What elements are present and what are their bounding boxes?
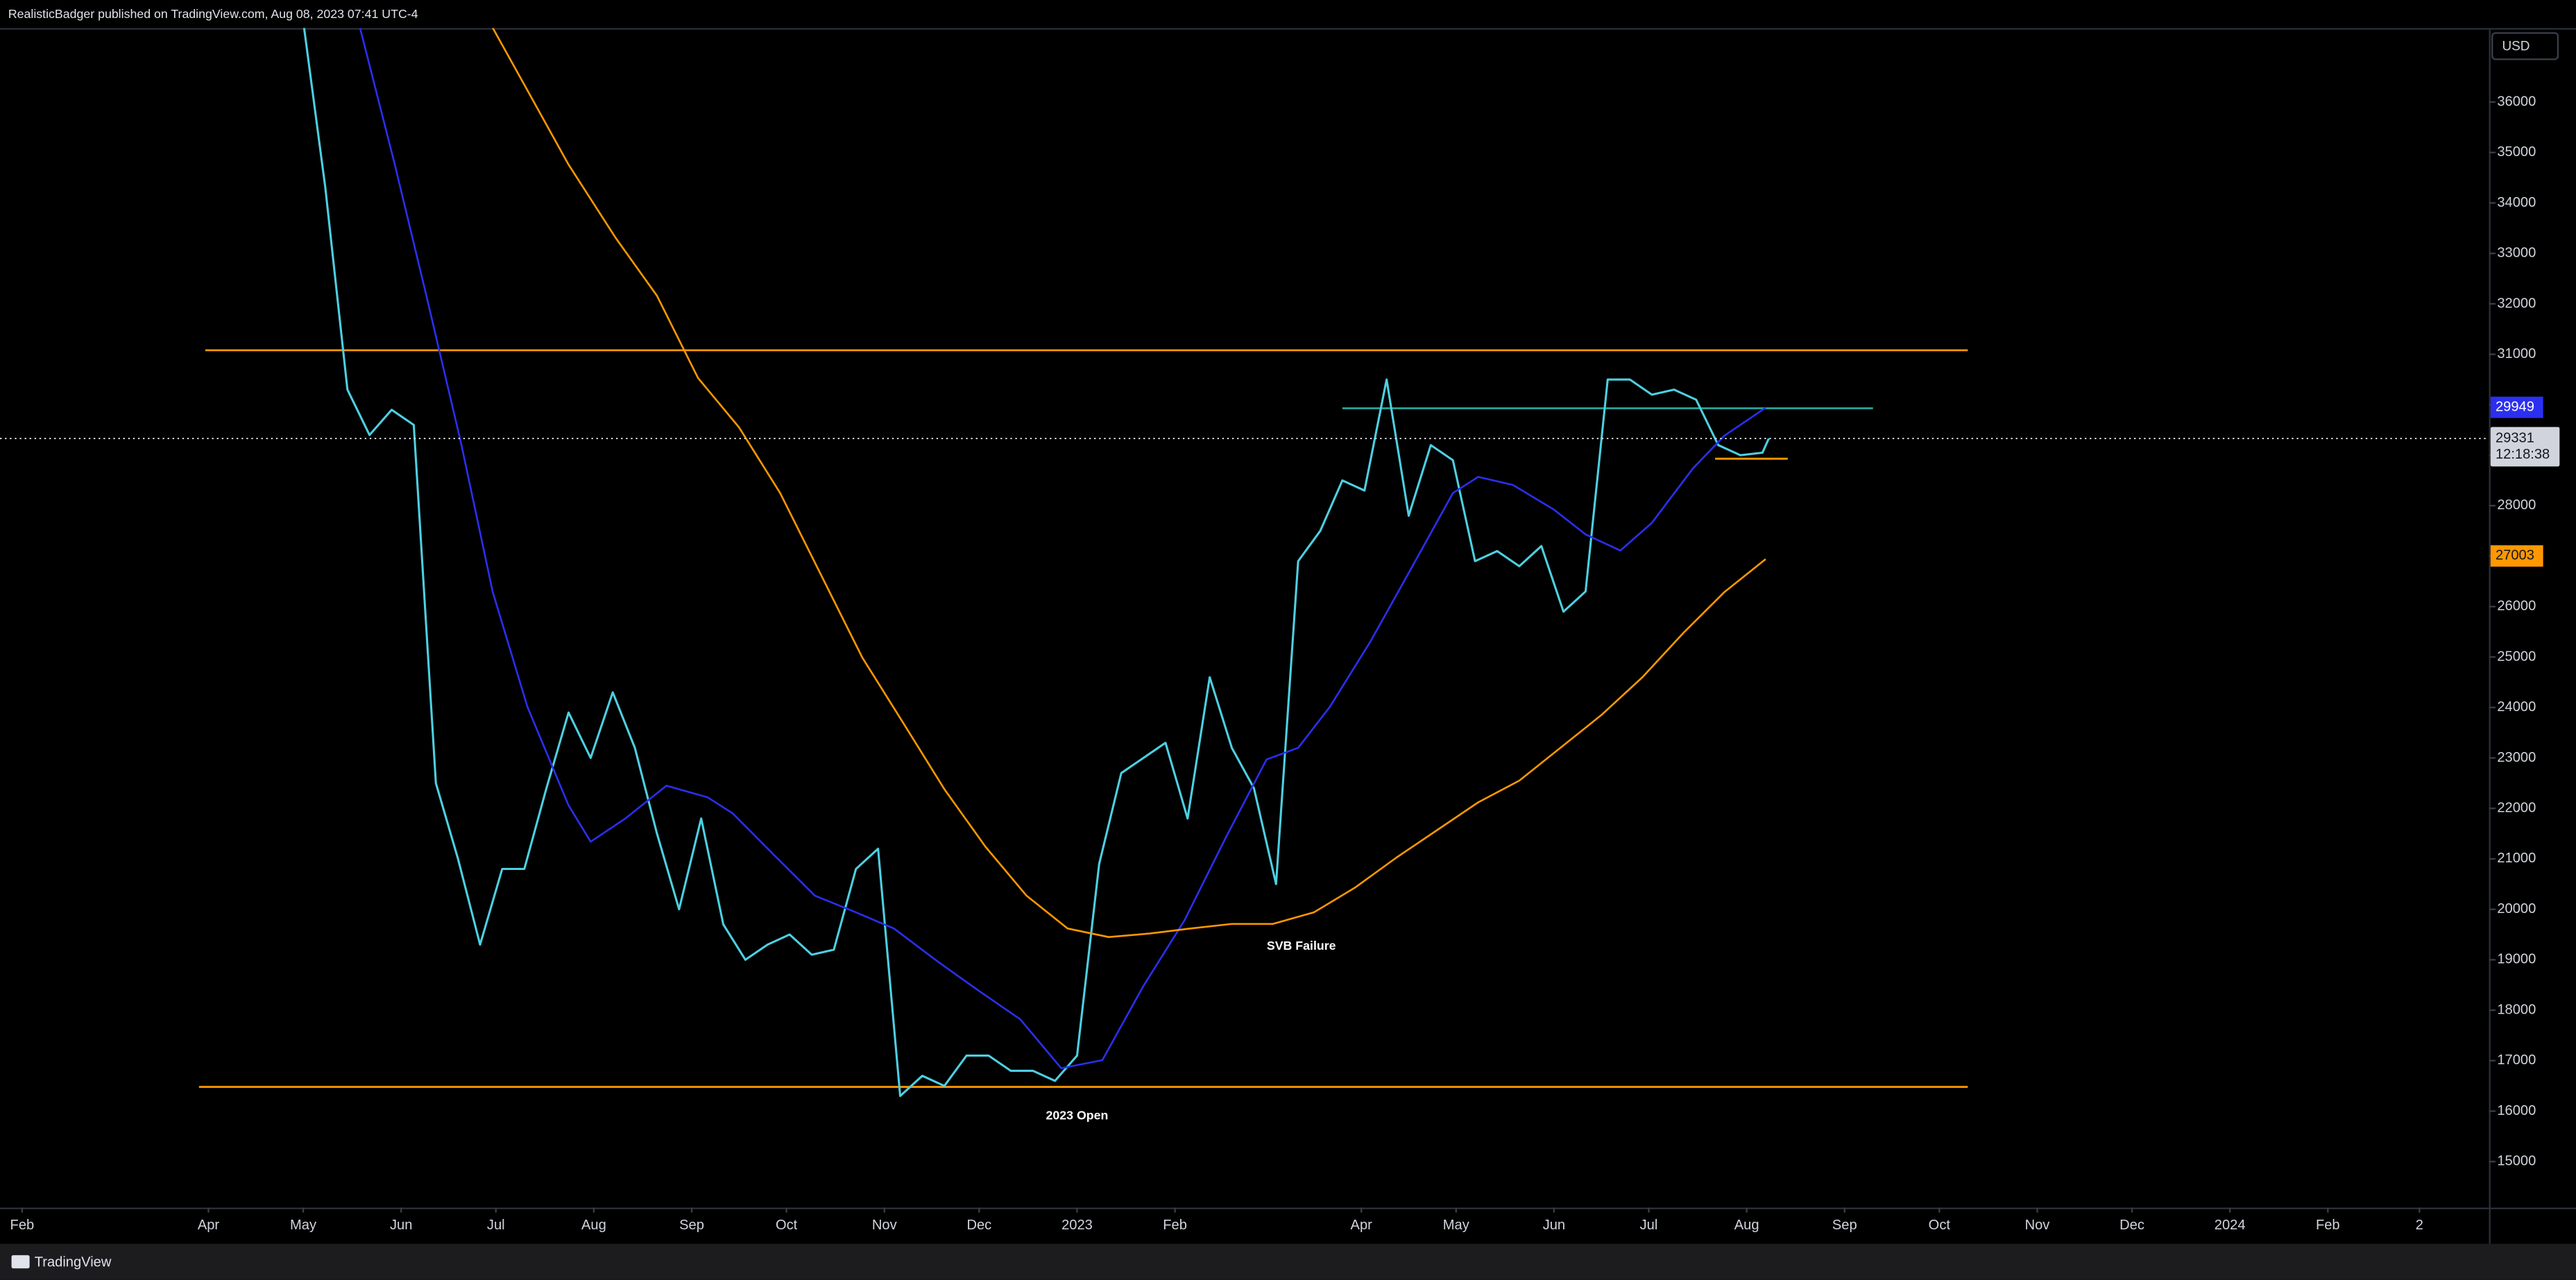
y-tick-label: 36000	[2497, 94, 2536, 109]
y-tick-label: 24000	[2497, 699, 2536, 715]
y-tick-label: 25000	[2497, 649, 2536, 664]
y-tick-label: 31000	[2497, 346, 2536, 361]
x-tick-label: Oct	[776, 1218, 798, 1233]
x-tick-label: Sep	[679, 1218, 704, 1233]
y-tick-label: 20000	[2497, 901, 2536, 916]
y-tick-label: 15000	[2497, 1154, 2536, 1169]
y-tick-label: 35000	[2497, 144, 2536, 160]
footer-bar	[0, 1243, 2576, 1280]
last-price-box	[2490, 427, 2560, 467]
price-line	[359, 28, 1766, 1070]
x-tick-label: Jun	[1543, 1218, 1565, 1233]
currency: USD	[2502, 40, 2530, 54]
x-tick-label: 2	[2416, 1218, 2423, 1233]
y-tick-label: 21000	[2497, 851, 2536, 866]
publish-info: RealisticBadger published on TradingView…	[8, 7, 418, 21]
x-tick-label: Feb	[2316, 1218, 2340, 1233]
x-tick-label: Jun	[390, 1218, 412, 1233]
x-tick-label: Nov	[872, 1218, 897, 1233]
y-tick-label: 22000	[2497, 801, 2536, 816]
plot-area	[198, 28, 1968, 1098]
x-tick-label: May	[1443, 1218, 1470, 1233]
annotation: 2023 Open	[1046, 1109, 1109, 1123]
annotation: SVB Failure	[1267, 939, 1336, 953]
price-label: 29949	[2496, 399, 2534, 414]
last-price-label: 29331	[2496, 430, 2534, 445]
x-tick-label: Apr	[198, 1218, 220, 1233]
x-tick-label: Feb	[1163, 1218, 1187, 1233]
x-tick-label: Apr	[1351, 1218, 1373, 1233]
price-label: 27003	[2496, 548, 2534, 563]
y-tick-label: 23000	[2497, 750, 2536, 765]
x-tick-label: 2024	[2215, 1218, 2246, 1233]
price-label-box	[2490, 545, 2543, 567]
y-tick-label: 19000	[2497, 952, 2536, 967]
x-tick-label: Aug	[581, 1218, 606, 1233]
price-line	[492, 28, 1766, 938]
x-tick-label: Jul	[1640, 1218, 1658, 1233]
x-tick-label: Dec	[2119, 1218, 2144, 1233]
x-tick-label: Sep	[1832, 1218, 1857, 1233]
price-line	[302, 28, 1770, 1098]
x-tick-label: Dec	[966, 1218, 991, 1233]
y-tick-label: 34000	[2497, 195, 2536, 210]
countdown-label: 12:18:38	[2496, 447, 2550, 462]
x-tick-label: Aug	[1734, 1218, 1759, 1233]
x-tick-label: Oct	[1929, 1218, 1951, 1233]
currency-box	[2491, 32, 2559, 60]
y-tick-label: 26000	[2497, 599, 2536, 614]
y-tick-label: 18000	[2497, 1002, 2536, 1017]
brand-name: TradingView	[35, 1254, 112, 1270]
price-label-box	[2490, 396, 2543, 418]
y-tick-label: 28000	[2497, 497, 2536, 513]
x-tick-label: Jul	[487, 1218, 505, 1233]
x-tick-label: 2023	[1061, 1218, 1093, 1233]
x-tick-label: May	[290, 1218, 317, 1233]
x-tick-label: Feb	[10, 1218, 35, 1233]
y-tick-label: 17000	[2497, 1052, 2536, 1068]
y-tick-label: 33000	[2497, 246, 2536, 261]
brand-logo	[11, 1255, 30, 1269]
y-tick-label: 32000	[2497, 296, 2536, 311]
y-tick-label: 16000	[2497, 1103, 2536, 1118]
x-tick-label: Nov	[2025, 1218, 2050, 1233]
